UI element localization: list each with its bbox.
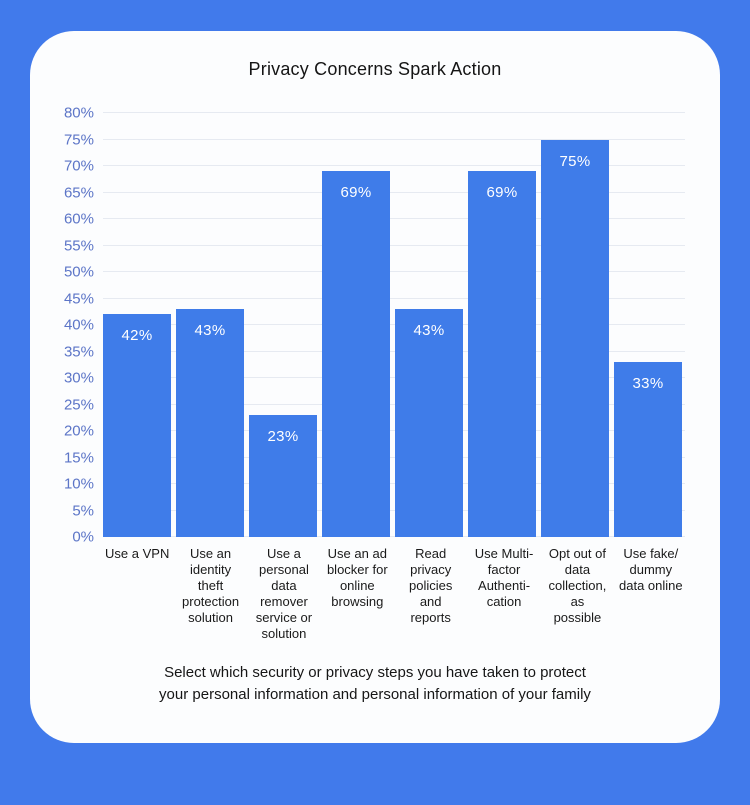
gridline <box>103 536 685 537</box>
y-axis-tick-label: 10% <box>63 475 94 493</box>
y-axis-tick-label: 80% <box>63 104 94 122</box>
y-axis-tick-label: 0% <box>72 528 94 546</box>
y-axis-tick-label: 75% <box>63 131 94 148</box>
gridline <box>103 350 685 352</box>
y-axis-tick-label: 65% <box>63 184 94 201</box>
gridlines-layer: 0% 5% 10% 15% 20% 25% 30% 35% 40% 45% 50% 55% 60% 65%… <box>64 106 685 545</box>
y-axis-tick-label: 70% <box>63 157 94 175</box>
y-axis-tick-label: 30% <box>63 369 94 387</box>
gridline <box>103 377 685 378</box>
bars-group: 42% 43% 23% 69% 43% 69% 75% 33% <box>103 113 682 537</box>
y-axis-tick-label: 40% <box>63 316 94 334</box>
y-axis-tick-label: 60% <box>63 210 94 228</box>
bar-chart-plot-area: 0% 5% 10% 15% 20% 25% 30% 35% 40% 45% 50% 55% 60% 65%… <box>64 106 685 545</box>
bar-value-label: 43% <box>413 322 445 340</box>
y-axis-tick-label: 5% <box>72 502 94 519</box>
bar-value-label: 43% <box>194 322 226 340</box>
bar: 23% <box>249 415 317 537</box>
bar: 75% <box>541 139 609 537</box>
y-axis-tick-label: 50% <box>63 263 94 281</box>
y-axis-tick-label: 15% <box>63 449 94 466</box>
bar: 42% <box>103 314 171 537</box>
bar: 43% <box>395 309 463 537</box>
gridline <box>103 483 685 484</box>
x-axis-label: Use fake/ dummy data online <box>619 546 683 593</box>
chart-caption: Select which security or privacy steps y… <box>159 664 591 704</box>
bar-value-label: 69% <box>340 184 372 202</box>
bar: 69% <box>322 171 390 537</box>
y-axis-tick-label: 35% <box>63 343 94 360</box>
x-axis-label: Use an ad blocker for online browsing <box>326 546 388 609</box>
bar-value-label: 33% <box>632 375 664 393</box>
bar-value-label: 69% <box>486 184 518 202</box>
x-axis-label: Use Multi- factor Authenti- cation <box>474 546 534 609</box>
gridline <box>103 430 685 431</box>
gridline <box>103 297 685 299</box>
bar-value-label: 75% <box>559 152 591 170</box>
gridline <box>103 403 685 405</box>
x-axis-label: Use an identity theft protection solutio… <box>182 546 240 625</box>
chart-card: Privacy Concerns Spark Action 0% 5% 10% 15%… <box>30 31 720 743</box>
page: { "page": { "frame_background": "#417AEB… <box>0 31 750 805</box>
gridline <box>103 324 685 325</box>
x-axis-label: Opt out of data collection, as possible <box>548 546 607 625</box>
gridline <box>103 244 685 246</box>
chart-title: Privacy Concerns Spark Action <box>248 59 502 79</box>
bar-value-label: 42% <box>121 327 153 345</box>
gridline <box>103 112 685 113</box>
y-axis-tick-label: 45% <box>63 290 94 307</box>
gridline <box>103 456 685 458</box>
x-axis-label: Use a personal data remover service or s… <box>255 546 313 641</box>
bar: 43% <box>176 309 244 537</box>
gridline <box>103 218 685 219</box>
x-axis-label: Use a VPN <box>105 546 170 561</box>
gridline <box>103 509 685 511</box>
y-axis-tick-label: 25% <box>63 396 94 413</box>
bar: 69% <box>468 171 536 537</box>
gridline <box>103 271 685 272</box>
x-axis-labels-row: Use a VPN Use an identity theft protectio… <box>103 546 685 642</box>
gridline <box>103 165 685 166</box>
y-axis-tick-label: 55% <box>63 237 94 254</box>
gridline <box>103 191 685 193</box>
x-axis-label: Read privacy policies and reports <box>409 546 453 625</box>
bar-value-label: 23% <box>267 428 299 446</box>
bar: 33% <box>614 362 682 537</box>
gridline <box>103 138 685 140</box>
y-axis-tick-label: 20% <box>63 422 94 440</box>
